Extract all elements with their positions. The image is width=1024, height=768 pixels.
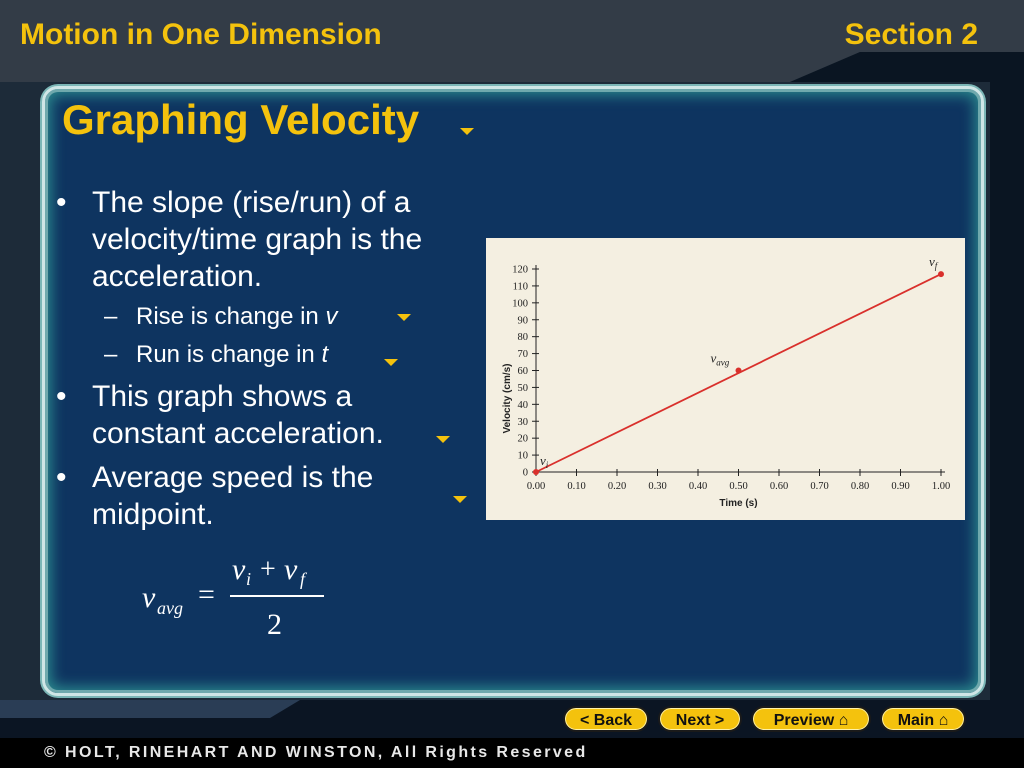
animation-arrow-icon[interactable] (453, 496, 467, 503)
x-tick-label: 0.40 (689, 481, 707, 492)
y-tick-label: 0 (523, 468, 528, 479)
bullet-dot-icon: • (56, 380, 67, 413)
copyright-footer: © HOLT, RINEHART AND WINSTON, All Rights… (44, 744, 588, 761)
formula-num-a-sub: i (246, 569, 251, 589)
formula-denominator: 2 (267, 608, 282, 641)
slide-title: Graphing Velocity (62, 96, 420, 143)
formula-num-a: v (232, 553, 246, 586)
data-point (533, 469, 539, 475)
formula-lhs-sub: avg (157, 598, 183, 618)
x-tick-label: 0.60 (770, 481, 788, 492)
bullet-text: Average speed is the midpoint. (92, 461, 374, 531)
y-tick-label: 70 (518, 349, 529, 360)
bullet-dot-icon: • (56, 186, 67, 219)
y-tick-label: 60 (518, 366, 529, 377)
sub-bullet-text: Rise is change in v (136, 303, 338, 330)
bullet-text: The slope (rise/run) of a velocity/time … (92, 186, 423, 293)
animation-arrow-icon[interactable] (384, 359, 398, 366)
y-tick-label: 30 (518, 417, 529, 428)
data-point (938, 271, 944, 278)
y-tick-label: 80 (518, 332, 529, 343)
bullet-dot-icon: • (56, 461, 67, 494)
animation-arrow-icon[interactable] (397, 314, 411, 321)
sub-bullet-text: Run is change in t (136, 341, 329, 368)
sub-bullet-dash: – (104, 341, 118, 368)
next-button[interactable]: Next > (658, 706, 742, 732)
y-tick-label: 100 (512, 298, 528, 309)
formula-num-b: v (284, 553, 298, 586)
x-axis-title: Time (s) (719, 498, 757, 509)
formula-fraction-bar (230, 595, 324, 597)
presentation-title: Motion in One Dimension (20, 18, 382, 51)
velocity-time-chart: 0 10 20 30 40 50 60 70 80 90 100 110 120 0.00 0.10 0.20… (502, 254, 950, 509)
section-label: Section 2 (844, 18, 978, 51)
formula-num-b-sub: f (300, 569, 308, 589)
x-tick-label: 0.50 (729, 481, 747, 492)
data-point (735, 367, 742, 374)
x-tick-label: 0.80 (851, 481, 869, 492)
y-axis-title: Velocity (cm/s) (502, 363, 513, 433)
back-button[interactable]: < Back (563, 706, 649, 732)
y-tick-label: 120 (512, 265, 528, 276)
average-velocity-formula: v avg = v i + v f 2 (142, 553, 324, 641)
formula-equals: = (198, 578, 215, 611)
y-tick-label: 50 (518, 383, 529, 394)
y-tick-label: 10 (518, 451, 529, 462)
preview-button[interactable]: Preview ⌂ (751, 706, 871, 732)
x-tick-label: 0.00 (527, 481, 545, 492)
y-tick-label: 110 (513, 281, 528, 292)
animation-arrow-icon[interactable] (436, 436, 450, 443)
x-tick-label: 0.20 (608, 481, 626, 492)
animation-arrow-icon[interactable] (460, 128, 474, 135)
y-tick-label: 90 (518, 315, 529, 326)
formula-lhs: v (142, 581, 156, 614)
bullet-text: This graph shows a constant acceleration… (92, 380, 384, 450)
y-tick-label: 40 (518, 400, 529, 411)
x-tick-label: 0.70 (810, 481, 828, 492)
home-icon: ⌂ (938, 712, 949, 729)
velocity-time-graph: 0 10 20 30 40 50 60 70 80 90 100 110 120 0.00 0.10 0.20… (486, 238, 965, 520)
formula-plus: + (260, 554, 276, 585)
x-tick-label: 1.00 (932, 481, 950, 492)
point-label: vavg (711, 351, 730, 368)
point-label: vi (540, 453, 549, 470)
sub-bullet-dash: – (104, 303, 118, 330)
x-tick-label: 0.10 (567, 481, 585, 492)
y-tick-label: 20 (518, 434, 529, 445)
point-label: vf (929, 254, 939, 271)
home-icon: ⌂ (838, 712, 849, 729)
x-tick-label: 0.90 (891, 481, 909, 492)
x-tick-label: 0.30 (648, 481, 666, 492)
main-button[interactable]: Main ⌂ (880, 706, 966, 732)
